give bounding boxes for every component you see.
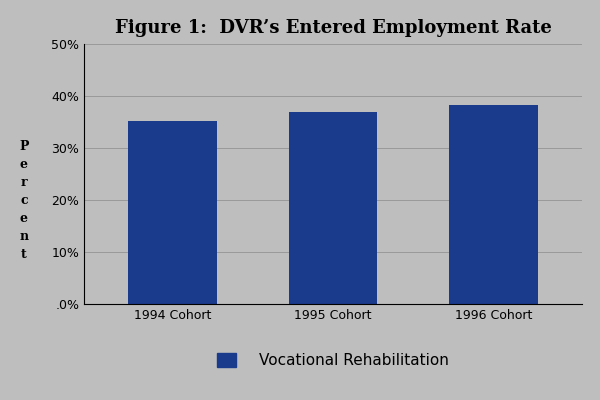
Text: P
e
r
c
e
n
t: P e r c e n t <box>19 140 29 260</box>
Title: Figure 1:  DVR’s Entered Employment Rate: Figure 1: DVR’s Entered Employment Rate <box>115 19 551 37</box>
Legend: Vocational Rehabilitation: Vocational Rehabilitation <box>211 347 455 374</box>
Bar <box>128 121 217 304</box>
Bar <box>289 112 377 304</box>
Bar <box>449 105 538 304</box>
